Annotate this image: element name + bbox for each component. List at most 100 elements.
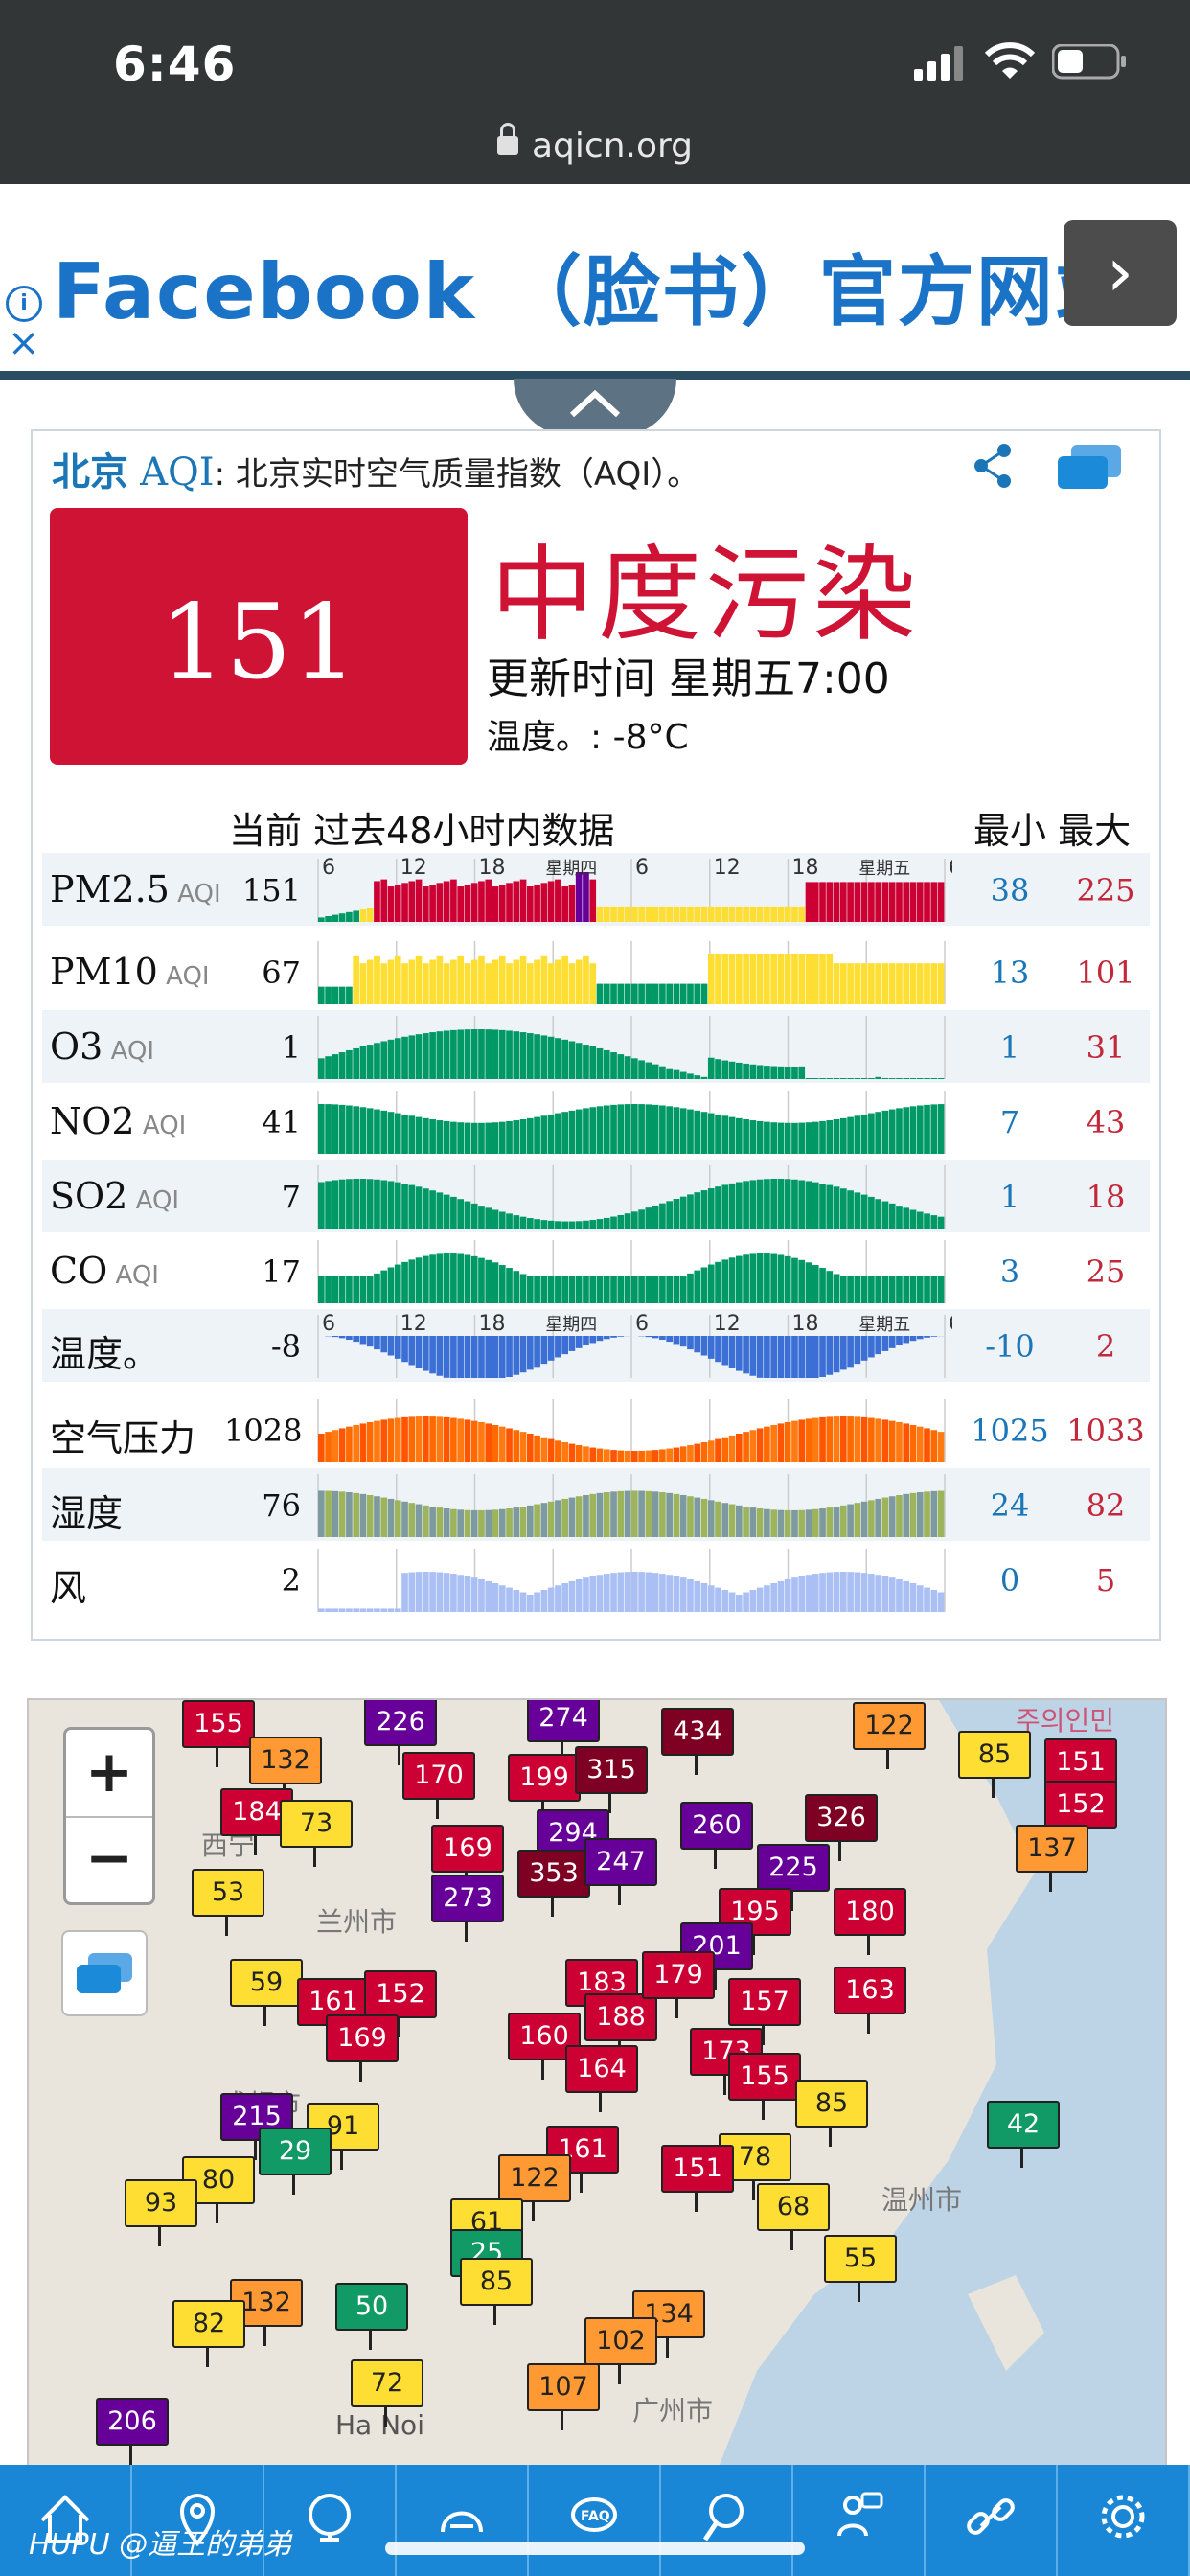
station-marker[interactable]: 151	[661, 2145, 734, 2212]
station-marker[interactable]: 72	[351, 2359, 423, 2426]
station-marker[interactable]: 160	[508, 2012, 581, 2080]
chart-bar	[353, 1276, 359, 1303]
station-marker[interactable]: 179	[642, 1951, 715, 2018]
station-marker[interactable]: 29	[259, 2128, 332, 2195]
chart-bar	[798, 1576, 806, 1612]
station-marker[interactable]: 68	[757, 2183, 830, 2250]
nav-item-home[interactable]	[0, 2465, 132, 2576]
nav-item-faq[interactable]: FAQ	[529, 2465, 661, 2576]
ad-title[interactable]: Facebook （脸书）官方网站	[53, 247, 1133, 336]
station-marker[interactable]: 152	[364, 1970, 437, 2037]
station-marker[interactable]: 152	[1044, 1781, 1117, 1848]
station-marker[interactable]: 163	[834, 1966, 906, 2034]
station-marker[interactable]: 215	[220, 2093, 293, 2160]
pollutant-row-4[interactable]: NO2 AQI 41 7 43	[42, 1085, 1150, 1158]
chart-bar	[805, 1078, 812, 1079]
chart-bar	[610, 906, 617, 922]
station-marker[interactable]: 247	[584, 1838, 657, 1905]
station-marker[interactable]: 274	[527, 1700, 600, 1761]
station-marker[interactable]: 53	[192, 1869, 264, 1936]
chart-bar	[498, 1029, 506, 1079]
nav-item-link[interactable]	[926, 2465, 1058, 2576]
pollutant-row-6[interactable]: CO AQI 17 3 25	[42, 1234, 1150, 1307]
station-marker[interactable]: 132	[249, 1736, 322, 1804]
station-marker[interactable]: 206	[96, 2398, 169, 2465]
nav-item-chat[interactable]	[793, 2465, 926, 2576]
station-marker[interactable]: 82	[172, 2300, 245, 2367]
station-marker[interactable]: 169	[431, 1825, 504, 1892]
nav-item-location[interactable]	[132, 2465, 264, 2576]
pollutant-row-8[interactable]: 空气压力 1028 1025 1033	[42, 1393, 1150, 1466]
station-marker[interactable]: 137	[1016, 1825, 1088, 1892]
ad-arrow-button[interactable]: ›	[1064, 220, 1177, 326]
chart-bar	[924, 1491, 930, 1537]
ad-close-icon[interactable]: ×	[8, 321, 40, 365]
station-marker[interactable]: 188	[584, 1993, 657, 2060]
pollutant-row-7[interactable]: 温度。 -8 6 12 18 星期四 6 12 18 星期五 6 -10 2	[42, 1309, 1150, 1382]
ad-banner[interactable]: Facebook （脸书）官方网站 › i ×	[0, 184, 1190, 380]
chart-bar	[707, 1440, 715, 1462]
station-marker[interactable]: 273	[431, 1874, 504, 1942]
station-marker[interactable]: 50	[335, 2283, 408, 2350]
station-marker[interactable]: 122	[498, 2154, 571, 2221]
station-marker[interactable]: 59	[230, 1959, 303, 2026]
station-marker[interactable]: 161	[297, 1978, 370, 2045]
station-marker[interactable]: 164	[565, 2045, 638, 2112]
station-marker[interactable]: 151	[1044, 1738, 1117, 1806]
nav-item-globe[interactable]	[264, 2465, 397, 2576]
nav-item-search[interactable]	[661, 2465, 793, 2576]
station-marker[interactable]: 170	[402, 1752, 475, 1819]
chart-bar	[645, 1336, 652, 1338]
pollutant-row-3[interactable]: O3 AQI 1 1 31	[42, 1010, 1150, 1083]
pollutant-row-10[interactable]: 风 2 0 5	[42, 1543, 1150, 1616]
chart-bar	[847, 1572, 854, 1612]
chart-bar	[770, 1179, 777, 1229]
chart-bar	[743, 1336, 749, 1374]
station-marker[interactable]: 173	[690, 2028, 763, 2095]
station-marker[interactable]: 434	[661, 1708, 734, 1775]
station-marker[interactable]: 85	[460, 2258, 533, 2325]
station-marker[interactable]: 315	[575, 1746, 648, 1813]
url-bar[interactable]: aqicn.org	[0, 123, 1190, 166]
station-marker[interactable]: 225	[757, 1844, 830, 1911]
pollutant-row-1[interactable]: PM2.5 AQI 151 6 12 18 星期四 6 12 18 星期五 6 38 225	[42, 853, 1150, 926]
station-marker[interactable]: 85	[795, 2080, 868, 2147]
widget-icon[interactable]	[1056, 443, 1123, 491]
pollutant-row-2[interactable]: PM10 AQI 67 13 101	[42, 935, 1150, 1008]
chart-bar	[436, 1254, 444, 1303]
station-marker[interactable]: 102	[584, 2317, 657, 2384]
station-marker[interactable]: 93	[125, 2179, 197, 2246]
zoom-out-button[interactable]: −	[84, 1825, 134, 1892]
station-marker[interactable]: 326	[805, 1794, 878, 1861]
aqi-map[interactable]: 西宁 兰州市 成都市 温州市 Ha Noi 广州市 주의인민 155226274…	[27, 1698, 1167, 2469]
chart-bar	[687, 1109, 694, 1154]
station-marker[interactable]: 73	[280, 1800, 353, 1867]
station-marker[interactable]: 122	[853, 1702, 926, 1769]
station-marker[interactable]: 199	[508, 1754, 581, 1821]
pollutant-row-9[interactable]: 湿度 76 24 82	[42, 1468, 1150, 1541]
ad-info-icon[interactable]: i	[6, 286, 42, 322]
station-marker[interactable]: 85	[958, 1731, 1031, 1798]
station-marker[interactable]: 42	[987, 2101, 1060, 2168]
station-marker[interactable]: 107	[527, 2363, 600, 2430]
chart-bar	[519, 879, 527, 922]
station-marker[interactable]: 226	[364, 1700, 437, 1765]
zoom-in-button[interactable]: +	[66, 1730, 152, 1818]
pollutant-row-5[interactable]: SO2 AQI 7 1 18	[42, 1160, 1150, 1232]
station-marker[interactable]: 353	[517, 1850, 590, 1917]
station-marker[interactable]: 55	[824, 2235, 897, 2302]
share-icon[interactable]	[970, 441, 1018, 489]
map-layers-button[interactable]	[61, 1930, 148, 2016]
station-marker[interactable]: 155	[728, 2053, 801, 2120]
city-link[interactable]: 北京	[52, 450, 128, 494]
collapse-ad-button[interactable]	[514, 379, 676, 436]
station-marker[interactable]: 134	[632, 2290, 705, 2358]
nav-item-health[interactable]	[397, 2465, 529, 2576]
station-marker[interactable]: 155	[182, 1700, 255, 1767]
station-marker[interactable]: 260	[680, 1802, 753, 1869]
station-marker[interactable]: 180	[834, 1888, 906, 1955]
station-marker[interactable]: 157	[728, 1978, 801, 2045]
nav-item-settings[interactable]	[1058, 2465, 1190, 2576]
station-marker[interactable]: 195	[719, 1888, 791, 1955]
station-marker[interactable]: 169	[326, 2014, 399, 2082]
